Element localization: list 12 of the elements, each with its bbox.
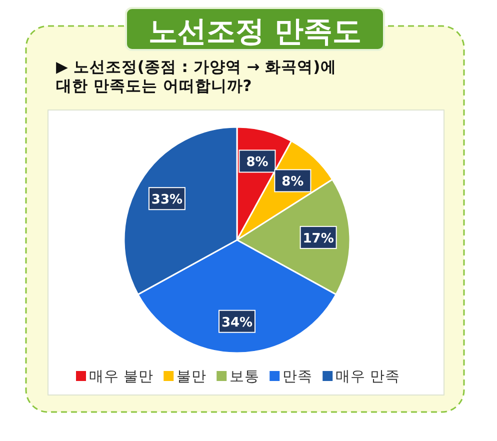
data-label: 8% xyxy=(246,155,268,170)
chart-subtitle: ▶ 노선조정(종점 : 가양역 → 화곡역)에 대한 만족도는 어떠합니까? xyxy=(56,58,338,96)
legend-label: 불만 xyxy=(176,369,207,385)
data-label: 33% xyxy=(151,192,183,208)
chart-title: 노선조정 만족도 xyxy=(148,14,362,48)
legend-label: 매우 만족 xyxy=(336,369,400,385)
data-label: 34% xyxy=(221,315,253,330)
data-label: 8% xyxy=(282,174,304,190)
legend-label: 만족 xyxy=(282,369,313,385)
legend-label: 매우 불만 xyxy=(89,369,154,385)
data-label: 17% xyxy=(302,231,334,246)
legend-label: 보통 xyxy=(230,369,260,385)
